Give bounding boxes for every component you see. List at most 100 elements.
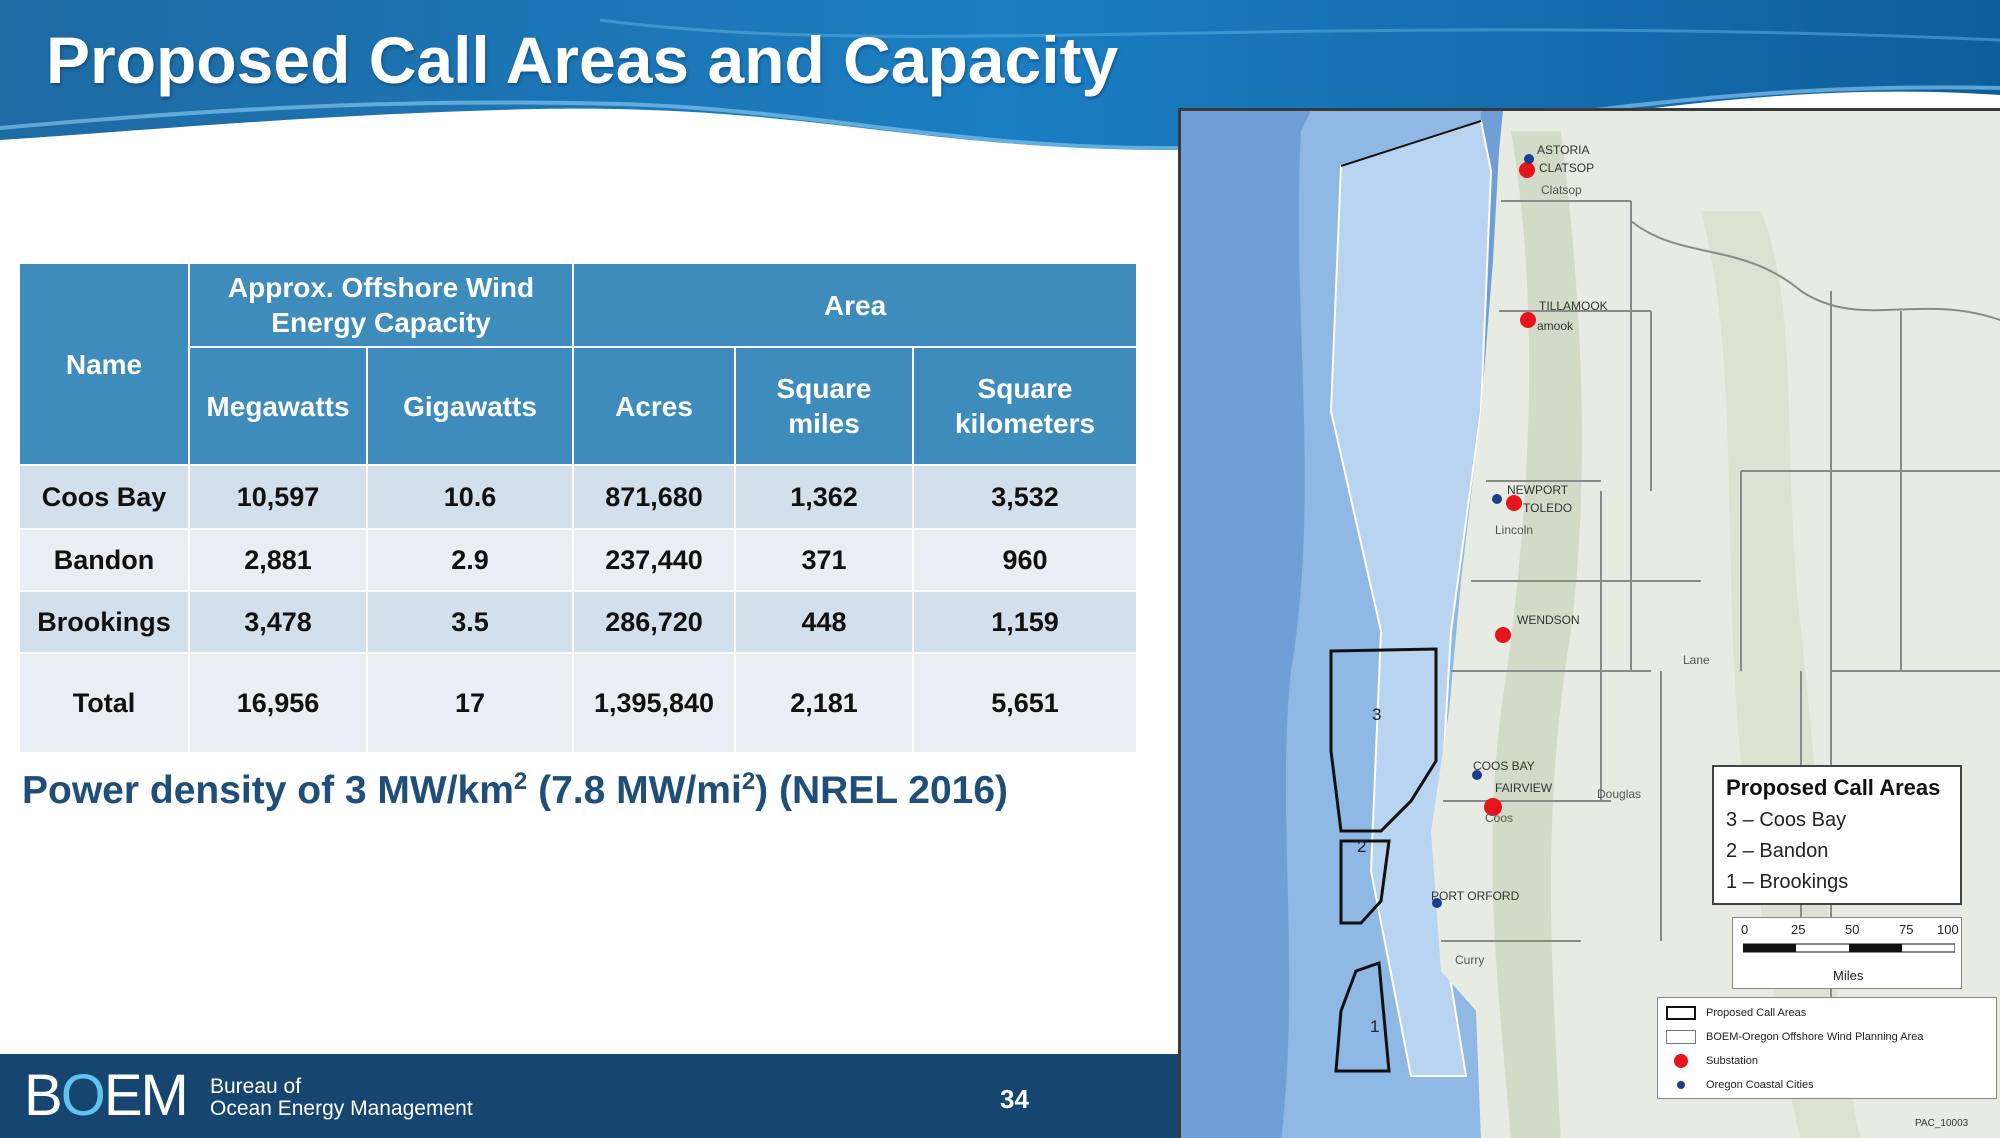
bureau-name: Bureau of Ocean Energy Management	[210, 1075, 473, 1121]
density-suffix: ) (NREL 2016)	[755, 769, 1009, 812]
header-megawatts: Megawatts	[188, 346, 368, 466]
logo-letter: B	[24, 1063, 63, 1128]
coastal-city-marker	[1492, 494, 1502, 504]
header-square-kilometers: Square kilometers	[912, 346, 1139, 466]
coastal-city-swatch	[1666, 1078, 1696, 1092]
scale-tick: 100	[1937, 922, 1959, 937]
scale-graphic	[1743, 943, 1955, 953]
cell-gigawatts: 17	[365, 652, 575, 754]
cell-square-miles: 371	[734, 528, 915, 592]
cell-square-miles: 1,362	[734, 464, 915, 530]
scale-unit: Miles	[1833, 968, 1864, 983]
legend-item: 1 – Brookings	[1726, 871, 1849, 893]
cell-megawatts: 2,881	[188, 528, 368, 592]
symbol-label: Oregon Coastal Cities	[1706, 1079, 1814, 1091]
cell-name: Coos Bay	[18, 464, 190, 530]
coastal-city-marker	[1432, 898, 1442, 908]
table-row: Brookings 3,478 3.5 286,720 448 1,159	[18, 590, 1139, 654]
table-row: Bandon 2,881 2.9 237,440 371 960	[18, 528, 1139, 592]
substation-swatch	[1666, 1054, 1696, 1068]
map-id-label: PAC_10003	[1915, 1118, 1969, 1129]
symbol-row: Oregon Coastal Cities	[1666, 1074, 1814, 1096]
cell-square-kilometers: 3,532	[912, 464, 1139, 530]
cell-megawatts: 3,478	[188, 590, 368, 654]
slide-title: Proposed Call Areas and Capacity	[46, 23, 1119, 97]
symbol-row: Substation	[1666, 1050, 1758, 1072]
header-area: Area	[572, 262, 1139, 348]
density-prefix: Power density of 3 MW/km	[22, 769, 514, 812]
logo-letter: O	[60, 1063, 106, 1128]
capacity-table: Name Approx. Offshore Wind Energy Capaci…	[18, 262, 1139, 754]
county-label-clatsop: Clatsop	[1541, 183, 1582, 197]
symbol-row: BOEM-Oregon Offshore Wind Planning Area	[1666, 1026, 1923, 1048]
cell-acres: 1,395,840	[572, 652, 737, 754]
header-capacity: Approx. Offshore Wind Energy Capacity	[187, 262, 575, 348]
bureau-line: Bureau of	[210, 1075, 302, 1098]
substation-marker	[1519, 162, 1535, 178]
coastal-city-marker	[1524, 154, 1534, 164]
cell-square-kilometers: 5,651	[912, 652, 1139, 754]
table-total-row: Total 16,956 17 1,395,840 2,181 5,651	[18, 652, 1139, 754]
call-area-number-1: 1	[1370, 1017, 1380, 1036]
table-row: Coos Bay 10,597 10.6 871,680 1,362 3,532	[18, 464, 1139, 530]
call-area-3-outline	[1329, 647, 1438, 833]
logo-letter: EM	[103, 1063, 189, 1128]
city-label-fairview: FAIRVIEW	[1495, 781, 1553, 795]
header-gigawatts: Gigawatts	[365, 346, 575, 466]
cell-gigawatts: 3.5	[365, 590, 575, 654]
oregon-call-areas-map: ASTORIA CLATSOP Clatsop TILLAMOOK amook …	[1178, 108, 2000, 1138]
cell-megawatts: 10,597	[188, 464, 368, 530]
scale-tick: 75	[1899, 922, 1914, 937]
call-areas-legend: Proposed Call Areas 3 – Coos Bay 2 – Ban…	[1712, 765, 1962, 905]
city-label-port-orford: PORT ORFORD	[1431, 889, 1520, 903]
legend-item: 2 – Bandon	[1726, 840, 1829, 862]
cell-gigawatts: 2.9	[365, 528, 575, 592]
cell-square-miles: 2,181	[734, 652, 915, 754]
symbol-row: Proposed Call Areas	[1666, 1002, 1806, 1024]
cell-name: Brookings	[18, 590, 190, 654]
call-area-1-outline	[1334, 960, 1391, 1073]
cell-name: Total	[18, 652, 190, 754]
cell-square-miles: 448	[734, 590, 915, 654]
city-label-tillamook: TILLAMOOK	[1539, 299, 1608, 313]
cell-megawatts: 16,956	[188, 652, 368, 754]
county-label-curry: Curry	[1455, 953, 1485, 967]
header-acres: Acres	[572, 346, 737, 466]
cell-acres: 286,720	[572, 590, 737, 654]
cell-gigawatts: 10.6	[365, 464, 575, 530]
scale-tick: 25	[1791, 922, 1806, 937]
county-label-coos: Coos	[1485, 811, 1514, 825]
planning-area	[1329, 119, 1493, 1077]
symbol-legend: Proposed Call Areas BOEM-Oregon Offshore…	[1657, 997, 1997, 1099]
call-area-swatch	[1666, 1006, 1696, 1020]
bureau-line: Ocean Energy Management	[210, 1097, 473, 1121]
call-area-2-outline	[1339, 839, 1391, 925]
city-label-coos-bay: COOS BAY	[1473, 759, 1535, 773]
city-label-newport: NEWPORT	[1507, 483, 1569, 497]
legend-item: 3 – Coos Bay	[1726, 809, 1847, 831]
substation-marker	[1506, 495, 1522, 511]
density-sup-1: 2	[513, 768, 528, 795]
substation-marker	[1520, 312, 1536, 328]
header-name: Name	[18, 262, 190, 466]
power-density-note: Power density of 3 MW/km2 (7.8 MW/mi2) (…	[22, 768, 1008, 813]
scale-bar: 0 25 50 75 100 Miles	[1732, 917, 1962, 989]
scale-tick: 0	[1741, 922, 1749, 937]
cell-name: Bandon	[18, 528, 190, 592]
density-middle: (7.8 MW/mi	[527, 769, 742, 812]
cell-square-kilometers: 960	[912, 528, 1139, 592]
boem-logo: BOEM	[24, 1062, 189, 1129]
county-label-lane: Lane	[1683, 653, 1710, 667]
cell-square-kilometers: 1,159	[912, 590, 1139, 654]
coastal-city-marker	[1472, 770, 1482, 780]
planning-area-swatch	[1666, 1030, 1696, 1044]
county-label-lincoln: Lincoln	[1495, 523, 1534, 537]
substation-marker	[1495, 627, 1511, 643]
scale-tick: 50	[1845, 922, 1860, 937]
symbol-label: Substation	[1706, 1055, 1758, 1067]
county-label-douglas: Douglas	[1597, 787, 1642, 801]
footer-bar: BOEM Bureau of Ocean Energy Management 3…	[0, 1054, 1178, 1138]
call-area-number-3: 3	[1372, 705, 1382, 724]
city-label-astoria: ASTORIA	[1537, 143, 1590, 157]
header-square-miles: Square miles	[734, 346, 915, 466]
